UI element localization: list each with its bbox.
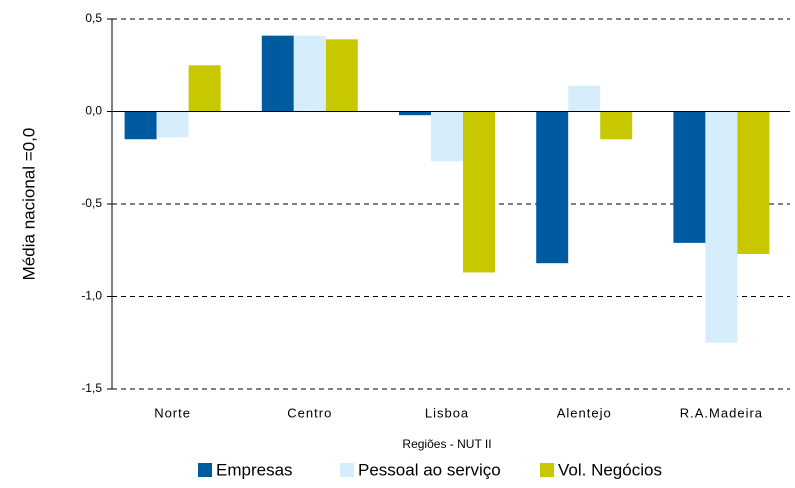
y-tick-label: -0,5: [81, 196, 102, 210]
bar: [431, 111, 463, 162]
y-tick-label: 0,0: [85, 104, 102, 118]
bar: [463, 111, 495, 273]
x-tick-label: Alentejo: [557, 405, 612, 420]
bar: [325, 39, 358, 112]
legend-swatch: [540, 463, 554, 477]
bar: [261, 35, 294, 112]
y-axis-title: Média nacional =0,0: [19, 128, 38, 281]
y-tick-label: -1,0: [81, 289, 102, 303]
legend-label: Vol. Negócios: [558, 460, 662, 479]
bar: [399, 111, 431, 116]
bar: [293, 35, 326, 112]
legend-swatch: [198, 463, 212, 477]
x-axis-title: Regiões - NUT II: [402, 437, 491, 451]
legend-label: Empresas: [216, 460, 293, 479]
bar: [568, 85, 601, 112]
bar: [536, 111, 569, 264]
x-tick-label: R.A.Madeira: [680, 405, 763, 420]
bar: [188, 65, 221, 112]
bar: [156, 111, 189, 138]
legend-label: Pessoal ao serviço: [358, 460, 501, 479]
y-tick-label: 0,5: [85, 11, 102, 25]
bar: [705, 111, 738, 343]
bar: [600, 111, 633, 140]
x-tick-label: Lisboa: [425, 405, 469, 420]
legend-swatch: [340, 463, 354, 477]
bar: [124, 111, 157, 140]
y-tick-label: -1,5: [81, 381, 102, 395]
bar: [673, 111, 706, 243]
x-tick-label: Centro: [287, 405, 332, 420]
x-tick-label: Norte: [154, 405, 191, 420]
bar: [737, 111, 770, 254]
